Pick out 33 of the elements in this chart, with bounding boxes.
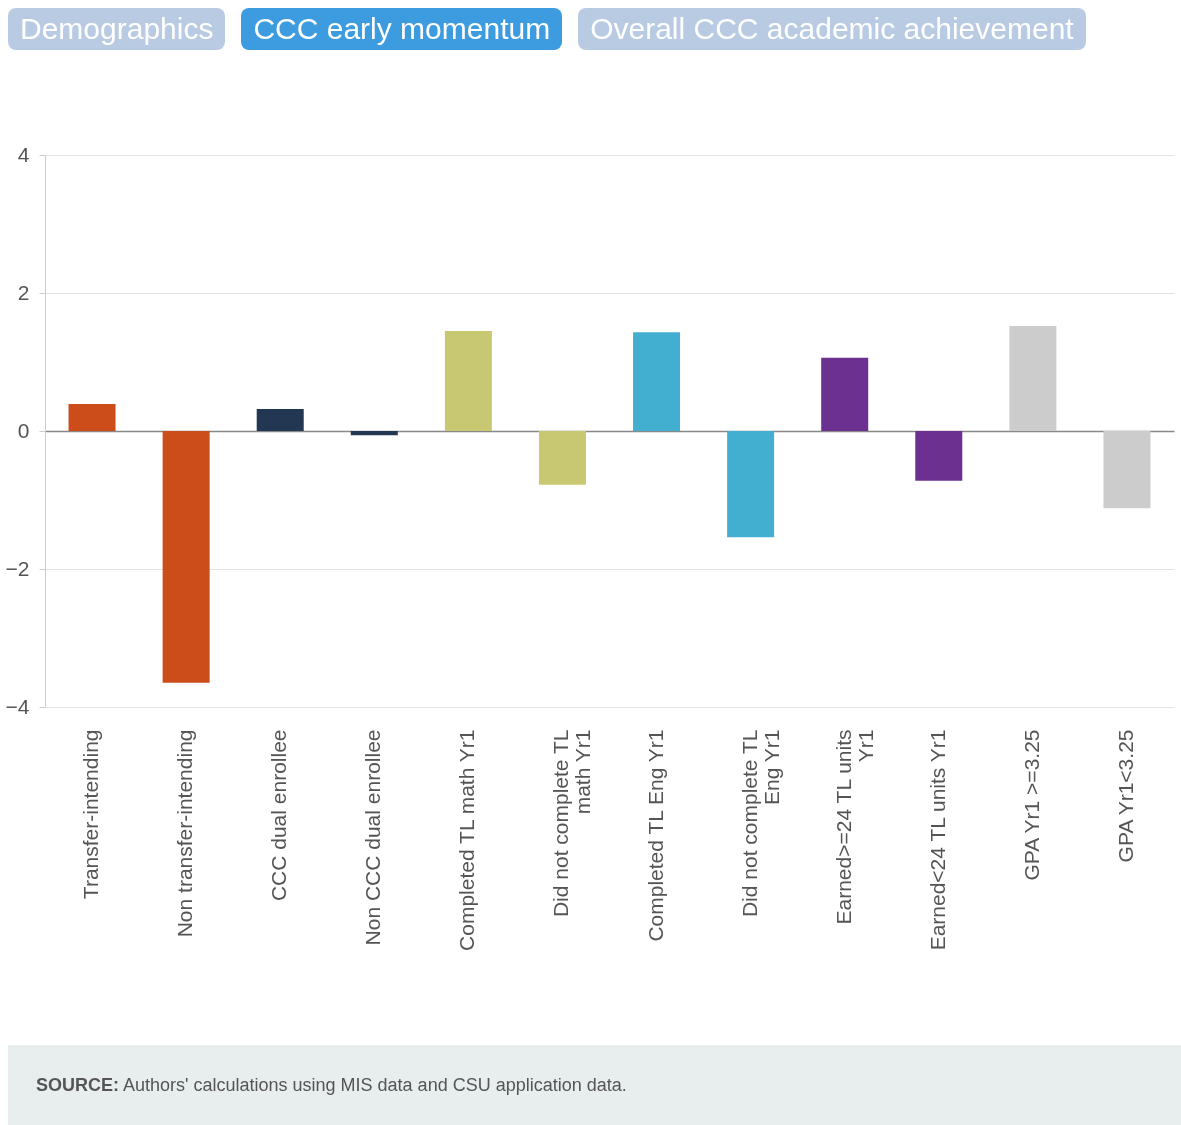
x-tick-label: GPA Yr1 >=3.25: [1019, 729, 1043, 881]
bar: [915, 431, 963, 481]
x-tick-label: Earned>=24 TL units Yr1: [831, 729, 877, 925]
x-tick-label: CCC dual enrollee: [267, 729, 291, 902]
x-tick-label: Did not complete TL math Yr1: [549, 729, 595, 918]
source-note: SOURCE: Authors' calculations using MIS data and CSU application data.: [36, 1074, 627, 1096]
y-tick-label: 4: [17, 142, 30, 166]
y-tick-label: 2: [17, 280, 30, 304]
text: Overall CCC academic achievement: [578, 8, 1086, 50]
x-tick-label: Non CCC dual enrollee: [361, 729, 385, 946]
y-tick-label: 0: [17, 418, 30, 442]
x-tick-label: Transfer-intending: [79, 729, 103, 900]
text: Demographics: [8, 8, 226, 50]
bar: [256, 408, 304, 431]
y-tick-label: −4: [5, 694, 30, 718]
bar: [68, 404, 116, 431]
bar: [350, 431, 398, 436]
text: CCC early momentum: [241, 8, 563, 50]
y-tick-label: −2: [5, 556, 30, 580]
x-tick-label: Non transfer-intending: [173, 729, 197, 938]
bar: [633, 332, 681, 431]
bar: [1103, 431, 1151, 509]
bar: [727, 431, 775, 538]
x-tick-label: Did not complete TL Eng Yr1: [737, 729, 783, 918]
x-tick-label: GPA Yr1<3.25: [1113, 729, 1137, 863]
x-tick-label: Earned<24 TL units Yr1: [925, 729, 949, 951]
x-tick-label: Completed TL Eng Yr1: [643, 729, 667, 942]
bar: [1009, 326, 1057, 431]
x-tick-label: Completed TL math Yr1: [455, 729, 479, 951]
bar: [538, 431, 586, 485]
bar: [162, 431, 210, 683]
bar: [821, 357, 869, 431]
bar: [444, 330, 492, 431]
